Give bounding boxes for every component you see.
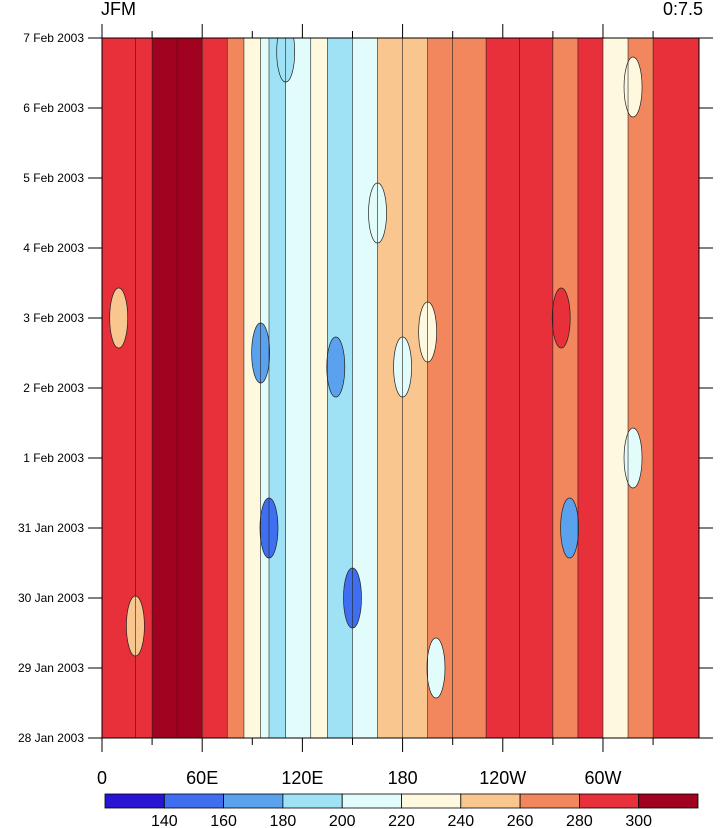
x-axis: 0 60E 120E 180 120W 60W [97, 24, 654, 788]
contour-band [135, 38, 153, 738]
colorbar-label: 240 [447, 813, 474, 828]
x-tick-label: 120W [479, 768, 526, 788]
colorbar-swatch [282, 793, 343, 809]
y-tick-label: 28 Jan 2003 [18, 731, 84, 745]
colorbar-label: 300 [625, 813, 652, 828]
contour-band [227, 38, 245, 738]
contour-band [602, 38, 629, 738]
colorbar-swatch [341, 793, 402, 809]
contour-band [653, 38, 699, 738]
colorbar-swatch [401, 793, 462, 809]
x-tick-label: 0 [97, 768, 107, 788]
contour-band [519, 38, 554, 738]
contour-band [577, 38, 604, 738]
contour-band [243, 38, 262, 738]
contour-band [268, 38, 287, 738]
y-tick-label: 30 Jan 2003 [18, 591, 84, 605]
contour-feature [551, 287, 571, 349]
y-tick-label: 29 Jan 2003 [18, 661, 84, 675]
y-tick-label: 1 Feb 2003 [23, 451, 84, 465]
y-tick-label: 4 Feb 2003 [23, 241, 84, 255]
y-axis: 28 Jan 2003 29 Jan 2003 30 Jan 2003 31 Jan … [18, 31, 713, 745]
contour-band [310, 38, 329, 738]
colorbar-swatch [460, 793, 521, 809]
y-tick-label: 5 Feb 2003 [23, 171, 84, 185]
contour-band [177, 38, 203, 738]
colorbar-label: 260 [507, 813, 534, 828]
x-tick-label: 180 [388, 768, 418, 788]
contour-feature [560, 497, 579, 559]
y-tick-label: 3 Feb 2003 [23, 311, 84, 325]
contour-feature [426, 637, 446, 699]
contour-band [452, 38, 487, 738]
contour-band [628, 38, 654, 738]
contour-band [352, 38, 379, 738]
colorbar-swatch [104, 793, 165, 809]
colorbar-label: 160 [210, 813, 237, 828]
plot-area [102, 38, 699, 738]
contour-feature [109, 287, 129, 349]
contour-band [486, 38, 521, 738]
y-tick-label: 6 Feb 2003 [23, 101, 84, 115]
colorbar-swatch [579, 793, 640, 809]
colorbar-label: 140 [151, 813, 178, 828]
y-tick-label: 7 Feb 2003 [23, 31, 84, 45]
colorbar-label: 280 [566, 813, 593, 828]
colorbar-swatch [223, 793, 284, 809]
contour-feature [623, 56, 643, 118]
contour-band [152, 38, 178, 738]
left-title: JFM [101, 0, 136, 19]
contour-feature [623, 427, 643, 489]
x-tick-label: 60W [584, 768, 621, 788]
y-tick-label: 31 Jan 2003 [18, 521, 84, 535]
colorbar-swatch [638, 793, 699, 809]
colorbar-label: 220 [388, 813, 415, 828]
x-tick-label: 120E [281, 768, 323, 788]
colorbar-label: 200 [329, 813, 356, 828]
colorbar-swatch [163, 793, 225, 809]
contour-feature [326, 336, 346, 398]
contour-band [202, 38, 228, 738]
contour-band [260, 38, 270, 738]
contour-band [427, 38, 454, 738]
y-tick-label: 2 Feb 2003 [23, 381, 84, 395]
colorbar-label: 180 [270, 813, 297, 828]
contour-band [552, 38, 579, 738]
x-tick-label: 60E [186, 768, 218, 788]
colorbar: 140 160 180 200 220 240 260 280 300 [104, 793, 699, 828]
contour-band [285, 38, 312, 738]
colorbar-swatch [519, 793, 580, 809]
right-title: 0:7.5 [663, 0, 703, 19]
